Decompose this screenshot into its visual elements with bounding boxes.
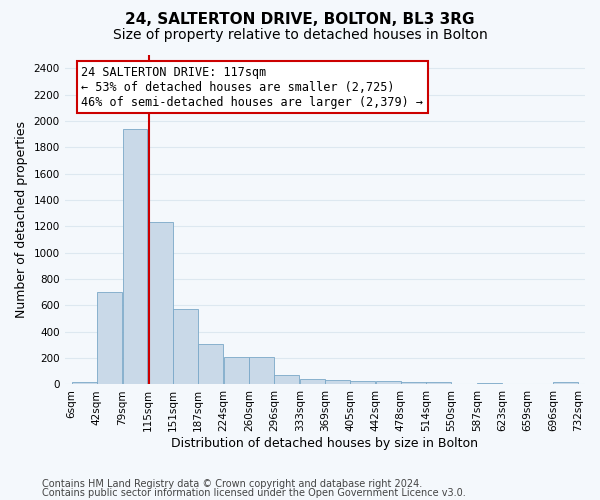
Y-axis label: Number of detached properties: Number of detached properties xyxy=(15,121,28,318)
Text: 24 SALTERTON DRIVE: 117sqm
← 53% of detached houses are smaller (2,725)
46% of s: 24 SALTERTON DRIVE: 117sqm ← 53% of deta… xyxy=(82,66,424,108)
Bar xyxy=(249,358,274,384)
Bar xyxy=(477,383,502,384)
Bar xyxy=(97,292,122,384)
Bar xyxy=(72,382,97,384)
Bar xyxy=(148,222,173,384)
Bar xyxy=(300,378,325,384)
Text: Contains HM Land Registry data © Crown copyright and database right 2024.: Contains HM Land Registry data © Crown c… xyxy=(42,479,422,489)
Bar xyxy=(426,382,451,384)
Bar xyxy=(376,380,401,384)
Bar xyxy=(401,382,426,384)
Bar xyxy=(553,382,578,384)
Bar xyxy=(198,344,223,384)
Text: Size of property relative to detached houses in Bolton: Size of property relative to detached ho… xyxy=(113,28,487,42)
Bar xyxy=(325,380,350,384)
X-axis label: Distribution of detached houses by size in Bolton: Distribution of detached houses by size … xyxy=(172,437,478,450)
Bar xyxy=(224,358,248,384)
Text: Contains public sector information licensed under the Open Government Licence v3: Contains public sector information licen… xyxy=(42,488,466,498)
Bar xyxy=(123,129,148,384)
Bar xyxy=(274,374,299,384)
Bar xyxy=(350,380,376,384)
Bar xyxy=(173,308,197,384)
Text: 24, SALTERTON DRIVE, BOLTON, BL3 3RG: 24, SALTERTON DRIVE, BOLTON, BL3 3RG xyxy=(125,12,475,28)
